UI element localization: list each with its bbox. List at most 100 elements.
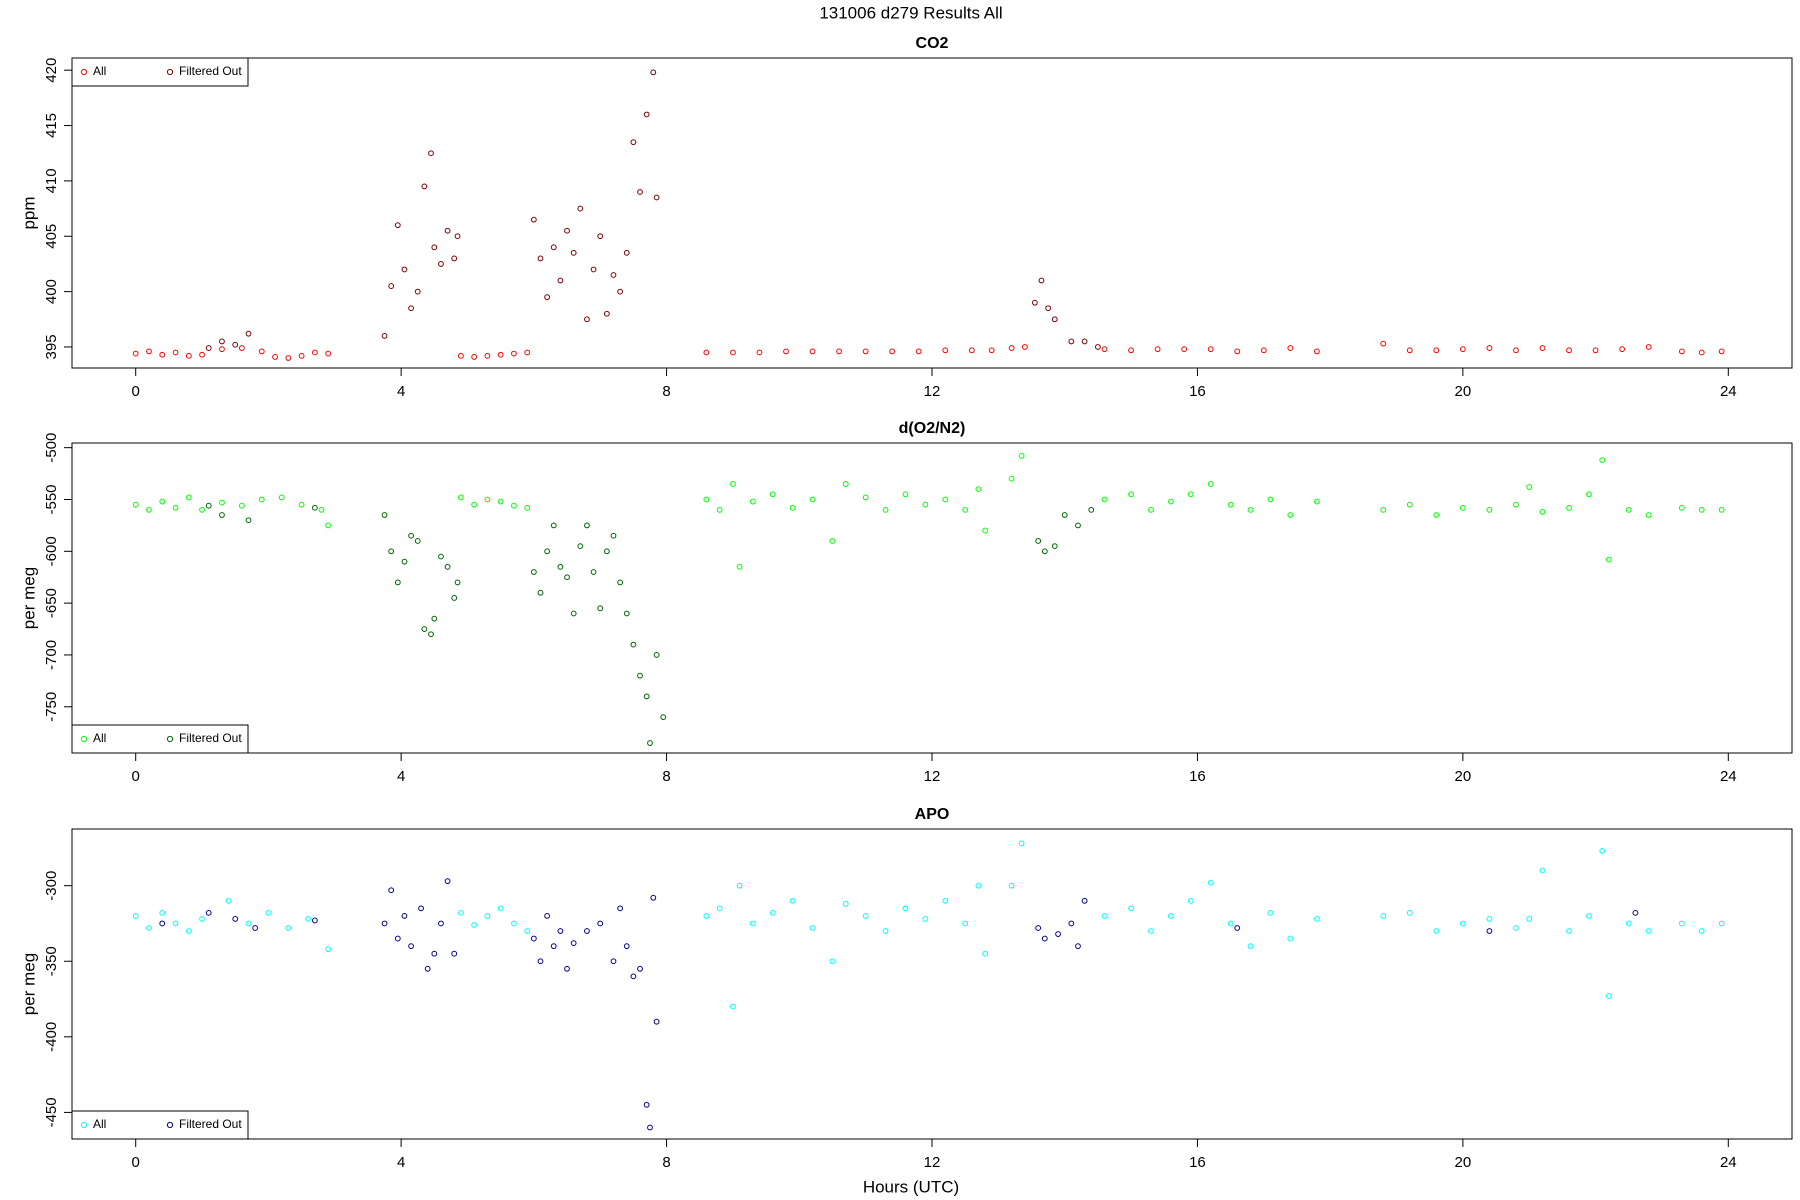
- data-point: [414, 288, 421, 295]
- data-point: [647, 740, 653, 746]
- data-point: [318, 506, 325, 513]
- data-point: [1207, 879, 1214, 886]
- data-point: [1645, 928, 1652, 934]
- data-point: [285, 355, 292, 361]
- data-point: [570, 610, 577, 617]
- data-point: [922, 916, 929, 922]
- data-point: [630, 139, 637, 146]
- data-point: [1287, 512, 1294, 518]
- data-point: [703, 349, 710, 356]
- data-point: [1406, 501, 1413, 508]
- data-point: [424, 965, 431, 972]
- data-point: [444, 227, 451, 234]
- data-point: [325, 946, 332, 953]
- x-tick-label: 8: [662, 383, 670, 400]
- data-point: [394, 579, 401, 586]
- data-point: [311, 917, 318, 924]
- x-tick-label: 20: [1455, 768, 1472, 785]
- data-point: [862, 494, 869, 501]
- data-point: [1128, 347, 1134, 354]
- data-point: [1599, 848, 1606, 854]
- data-point: [915, 348, 922, 355]
- data-point: [1592, 347, 1599, 354]
- data-point: [484, 496, 491, 503]
- data-point: [199, 506, 205, 513]
- data-point: [431, 950, 438, 957]
- data-point: [623, 249, 630, 256]
- data-point: [1068, 920, 1075, 927]
- data-point: [1101, 913, 1108, 919]
- data-point: [584, 316, 590, 323]
- data-point: [418, 905, 424, 912]
- y-tick-label: 415: [43, 113, 60, 138]
- y-tick-label: -500: [43, 433, 60, 463]
- data-point: [1267, 496, 1274, 503]
- data-point: [311, 504, 318, 511]
- page-title: 131006 d279 Results All: [819, 3, 1002, 22]
- x-tick-label: 0: [132, 383, 140, 400]
- legend-label: All: [93, 1117, 106, 1131]
- data-point: [159, 351, 166, 358]
- legend-label: Filtered Out: [179, 64, 242, 78]
- data-point: [1486, 345, 1493, 351]
- data-point: [325, 522, 332, 529]
- data-point: [1041, 935, 1048, 942]
- data-point: [749, 920, 756, 927]
- data-point: [1539, 509, 1546, 515]
- data-point: [650, 69, 657, 76]
- data-point: [902, 905, 909, 912]
- data-point: [730, 1003, 736, 1010]
- data-point: [245, 330, 252, 337]
- x-tick-label: 12: [924, 768, 941, 785]
- data-point: [199, 916, 205, 922]
- data-point: [1625, 920, 1632, 927]
- data-point: [1187, 491, 1194, 498]
- legend-label: All: [93, 731, 106, 745]
- data-point: [1459, 504, 1466, 511]
- data-point: [610, 532, 617, 539]
- data-point: [550, 244, 557, 251]
- data-point: [1486, 506, 1493, 513]
- data-point: [942, 897, 949, 904]
- data-point: [1061, 512, 1068, 518]
- data-point: [643, 111, 650, 118]
- data-point: [1018, 453, 1025, 459]
- data-point: [550, 943, 557, 950]
- data-point: [749, 498, 756, 505]
- data-point: [388, 887, 395, 894]
- x-tick-label: 0: [132, 1154, 140, 1171]
- data-point: [1459, 920, 1466, 927]
- data-point: [617, 905, 624, 912]
- data-point: [1081, 897, 1088, 904]
- data-point: [1513, 347, 1519, 354]
- data-point: [783, 348, 789, 355]
- data-point: [1038, 277, 1045, 284]
- x-tick-label: 4: [397, 1154, 405, 1171]
- x-tick-label: 20: [1455, 1154, 1472, 1171]
- data-point: [650, 894, 657, 901]
- data-point: [1148, 928, 1154, 934]
- y-tick-label: -450: [43, 1097, 60, 1127]
- data-point: [172, 920, 179, 927]
- data-point: [653, 1018, 660, 1025]
- data-point: [438, 920, 444, 927]
- x-tick-label: 20: [1455, 383, 1472, 400]
- data-point: [564, 574, 570, 581]
- data-point: [1041, 548, 1048, 555]
- data-point: [1566, 504, 1572, 511]
- data-point: [1380, 340, 1387, 347]
- data-point: [1380, 913, 1387, 919]
- data-point: [736, 563, 743, 570]
- data-point: [1645, 344, 1652, 350]
- data-point: [623, 610, 630, 617]
- data-point: [511, 920, 517, 927]
- data-point: [603, 548, 610, 555]
- data-point: [1035, 538, 1042, 544]
- data-point: [769, 491, 776, 498]
- data-point: [454, 579, 461, 586]
- y-tick-label: 395: [43, 334, 60, 359]
- data-point: [703, 913, 710, 919]
- data-point: [617, 579, 624, 586]
- data-point: [219, 499, 225, 506]
- data-point: [497, 351, 504, 358]
